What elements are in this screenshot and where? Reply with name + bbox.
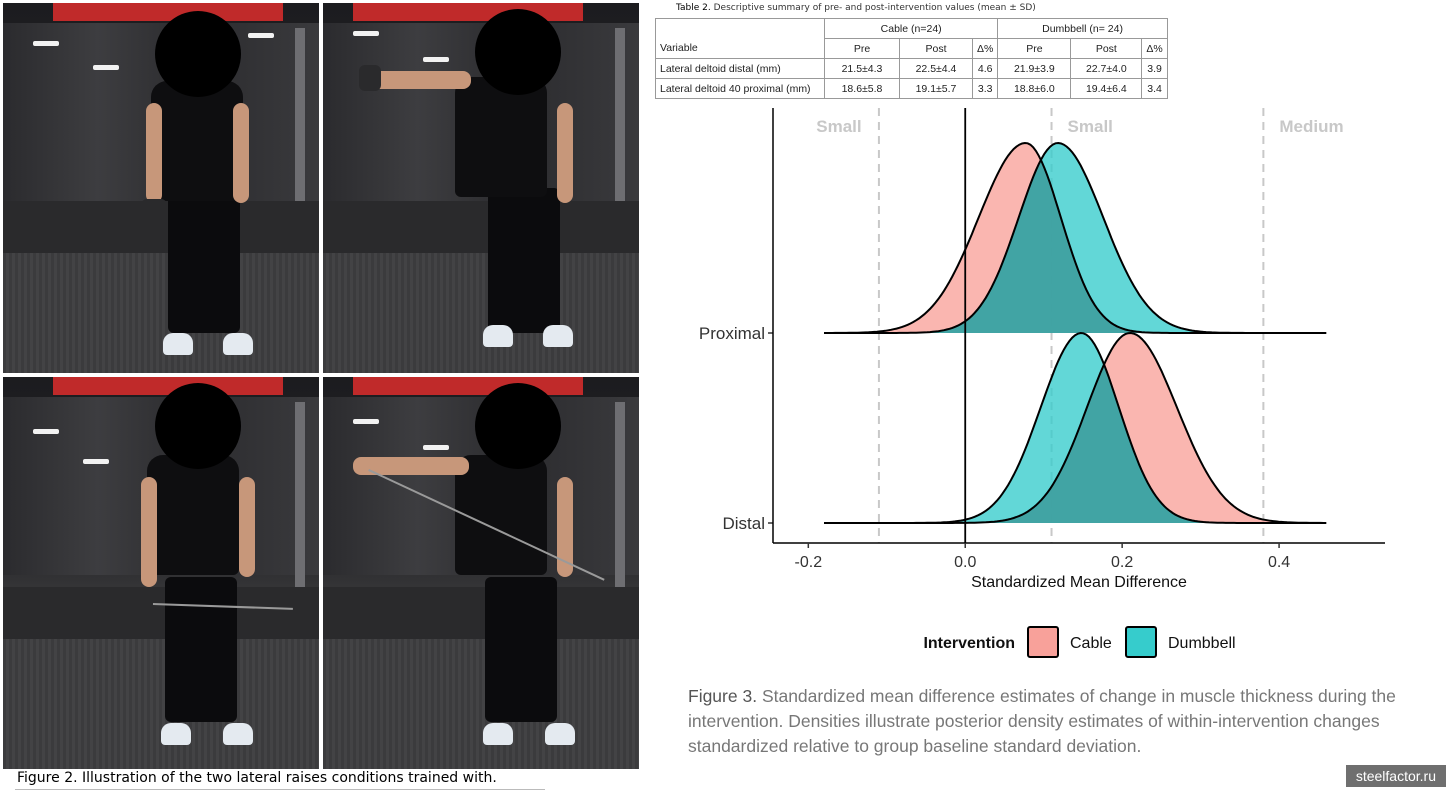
photo-dumbbell-start: [3, 3, 319, 373]
table-2-label: Table 2.: [676, 3, 711, 13]
x-tick-label: 0.0: [954, 554, 976, 571]
col-header-delta: Δ%: [1141, 38, 1168, 59]
col-header-variable: Variable: [655, 38, 825, 59]
reference-label: Small: [1068, 117, 1113, 136]
table-cell: 3.9: [1141, 58, 1168, 79]
legend-label-cable: Cable: [1070, 635, 1112, 652]
legend-title: Intervention: [923, 635, 1015, 652]
legend-label-dumbbell: Dumbbell: [1168, 635, 1236, 652]
photo-cable-top: [323, 377, 639, 769]
ridgeline-density-chart: Small Small Medium Proximal Distal -0.2 0.0 0.2…: [699, 108, 1385, 658]
face-blur: [475, 383, 561, 469]
reference-label: Medium: [1279, 117, 1343, 136]
x-tick-label: 0.2: [1111, 554, 1133, 571]
legend-swatch-cable: [1027, 626, 1059, 658]
density-fill-dumbbell: [824, 143, 1327, 333]
group-header-cable: Cable (n=24): [823, 18, 999, 39]
table-2: Cable (n=24) Dumbbell (n= 24) Variable P…: [655, 18, 1168, 99]
density-overlap: [824, 161, 1327, 333]
dumbbell-icon: [359, 65, 381, 91]
figure-3-text: Standardized mean difference estimates o…: [688, 686, 1396, 756]
face-blur: [155, 11, 241, 97]
table-2-caption-text: Descriptive summary of pre- and post-int…: [713, 3, 1036, 13]
row-label-proximal: Proximal: [699, 324, 765, 343]
table-cell: 22.5±4.4: [899, 58, 973, 79]
x-tick-label: 0.4: [1268, 554, 1290, 571]
col-header-post: Post: [899, 38, 973, 59]
figure-3-label: Figure 3.: [688, 686, 758, 706]
table-header-row: Variable Pre Post Δ% Pre Post Δ%: [655, 38, 1168, 59]
table-cell: 19.4±6.4: [1070, 78, 1143, 99]
figure-2-caption: Figure 2. Illustration of the two latera…: [17, 770, 497, 786]
face-blur: [475, 9, 561, 95]
table-group-header-row: Cable (n=24) Dumbbell (n= 24): [655, 18, 1168, 39]
table-2-caption: Table 2. Descriptive summary of pre- and…: [676, 3, 1036, 13]
x-tick-label: -0.2: [795, 554, 823, 571]
dumbbell-icon: [141, 199, 167, 219]
face-blur: [155, 383, 241, 469]
table-row: Lateral deltoid distal (mm) 21.5±4.3 22.…: [655, 58, 1168, 79]
legend-swatch-dumbbell: [1125, 626, 1157, 658]
table-cell: 3.4: [1141, 78, 1168, 99]
table-cell: 4.6: [971, 58, 999, 79]
col-header-delta: Δ%: [971, 38, 999, 59]
watermark-badge: steelfactor.ru: [1345, 765, 1446, 787]
photo-dumbbell-top: [323, 3, 639, 373]
table-cell: 22.7±4.0: [1070, 58, 1143, 79]
caption-divider: [15, 789, 545, 790]
density-outline-dumbbell: [824, 141, 1327, 334]
col-header-pre: Pre: [824, 38, 900, 59]
density-outline-dumbbell: [824, 331, 1327, 524]
col-header-pre: Pre: [997, 38, 1072, 59]
row-label: Lateral deltoid distal (mm): [655, 58, 825, 79]
row-label-distal: Distal: [722, 514, 765, 533]
table-cell: 18.8±6.0: [997, 78, 1072, 99]
density-fill-cable: [824, 333, 1327, 523]
figure-3-caption: Figure 3. Standardized mean difference e…: [688, 684, 1438, 759]
table-cell: 18.6±5.8: [824, 78, 900, 99]
table-cell: 21.5±4.3: [824, 58, 900, 79]
density-overlap: [824, 366, 1327, 523]
reference-label: Small: [816, 117, 861, 136]
figure-2-text: Illustration of the two lateral raises c…: [82, 770, 497, 786]
density-fill-dumbbell: [824, 333, 1327, 523]
figure-2-label: Figure 2.: [17, 770, 78, 786]
x-axis-label: Standardized Mean Difference: [971, 574, 1187, 591]
table-cell: 3.3: [971, 78, 999, 99]
table-cell: 19.1±5.7: [899, 78, 973, 99]
col-header-post: Post: [1070, 38, 1143, 59]
group-header-dumbbell: Dumbbell (n= 24): [997, 18, 1168, 39]
photo-cable-start: [3, 377, 319, 769]
table-row: Lateral deltoid 40 proximal (mm) 18.6±5.…: [655, 78, 1168, 99]
table-cell: 21.9±3.9: [997, 58, 1072, 79]
exercise-photo-grid: [3, 3, 640, 769]
density-fill-cable: [824, 143, 1327, 333]
row-label: Lateral deltoid 40 proximal (mm): [655, 78, 825, 99]
